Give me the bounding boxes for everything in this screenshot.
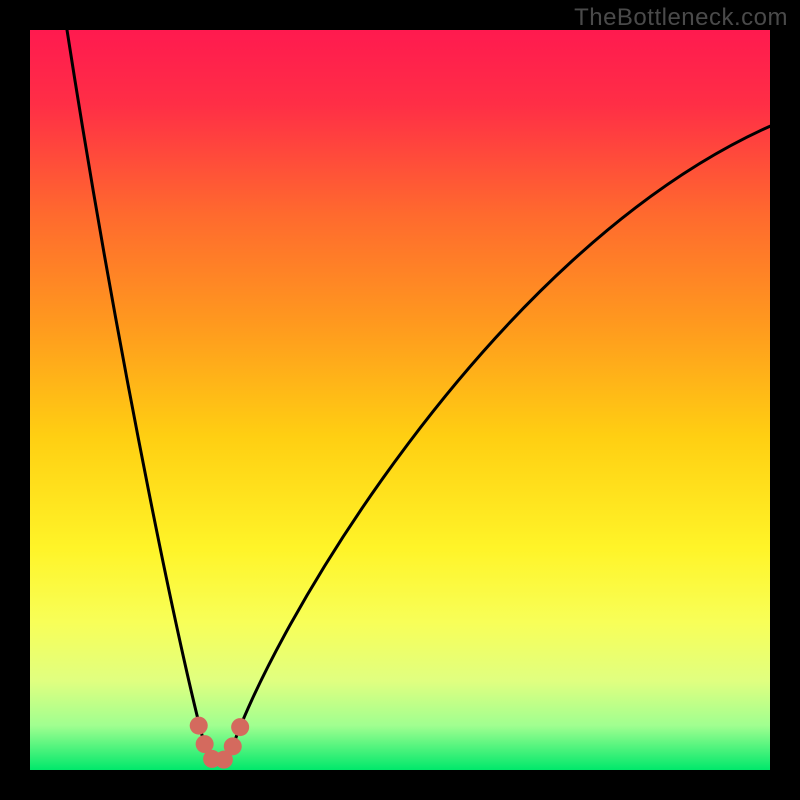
valley-dot bbox=[224, 737, 242, 755]
bottleneck-chart bbox=[0, 0, 800, 800]
watermark-text: TheBottleneck.com bbox=[574, 4, 788, 32]
valley-dot bbox=[190, 717, 208, 735]
valley-dot bbox=[231, 718, 249, 736]
chart-stage: TheBottleneck.com bbox=[0, 0, 800, 800]
gradient-background bbox=[30, 30, 770, 770]
